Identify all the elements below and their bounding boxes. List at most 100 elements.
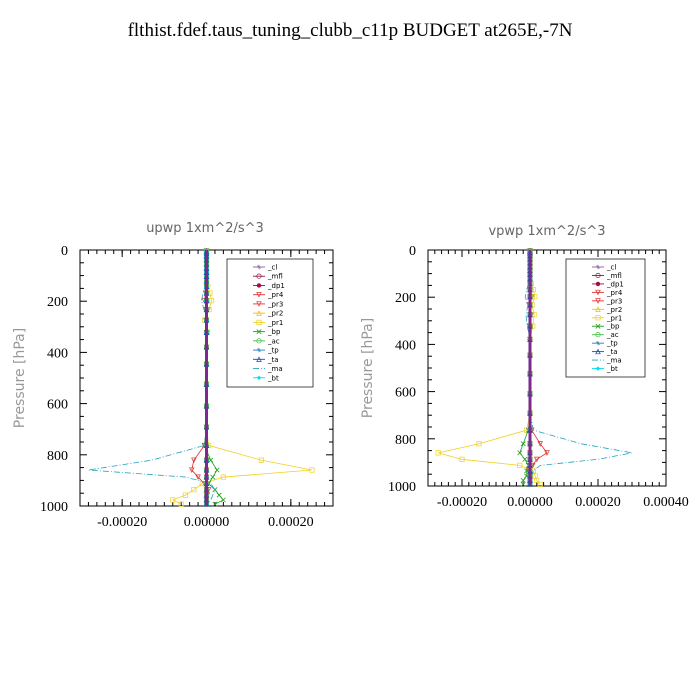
legend-item-ac: _ac bbox=[592, 331, 619, 339]
series-pr1 bbox=[435, 248, 543, 487]
data-point bbox=[534, 477, 540, 483]
legend-label: _bt bbox=[606, 365, 618, 373]
x-tick-label: 0.00000 bbox=[507, 495, 553, 510]
legend-marker bbox=[595, 366, 601, 371]
legend-label: _cl bbox=[606, 264, 616, 272]
data-point bbox=[209, 298, 215, 304]
legend-item-ma: _ma bbox=[253, 365, 283, 373]
legend-item-pr4: _pr4 bbox=[592, 289, 623, 297]
legend-item-pr1: _pr1 bbox=[253, 319, 283, 327]
data-point bbox=[220, 474, 226, 480]
legend-item-pr3: _pr3 bbox=[592, 297, 622, 305]
data-point bbox=[182, 492, 188, 498]
legend-item-pr1: _pr1 bbox=[592, 314, 622, 322]
legend-label: _ta bbox=[606, 348, 618, 356]
data-point bbox=[195, 474, 201, 481]
y-tick-label: 0 bbox=[61, 244, 68, 259]
x-tick-label: 0.00040 bbox=[643, 495, 689, 510]
legend-label: _pr1 bbox=[267, 319, 283, 327]
x-tick-label: 0.00000 bbox=[184, 515, 230, 530]
series-line bbox=[88, 250, 216, 505]
chart-upwp: upwp 1xm^2/s^3 Pressure [hPa] 0 200 400 600 80… bbox=[12, 221, 334, 530]
x-tick-label: -0.00020 bbox=[97, 515, 147, 530]
legend-item-ta: _ta bbox=[253, 356, 279, 364]
legend-label: _ta bbox=[267, 356, 279, 364]
data-point bbox=[309, 467, 315, 473]
data-point bbox=[520, 481, 526, 487]
y-tick-label: 600 bbox=[47, 398, 68, 413]
legend-item-tp: _tp bbox=[592, 340, 618, 348]
data-point bbox=[476, 441, 482, 447]
legend-label: _ac bbox=[267, 337, 280, 345]
data-point bbox=[537, 441, 543, 447]
legend-label: _dp1 bbox=[267, 282, 285, 290]
legend-marker bbox=[256, 338, 262, 344]
legend-box bbox=[226, 258, 314, 388]
legend-item-mfl: _mfl bbox=[592, 272, 622, 280]
legend-marker bbox=[256, 264, 262, 270]
legend-item-dp1: _dp1 bbox=[253, 282, 285, 290]
page-title: flthist.fdef.taus_tuning_clubb_c11p BUDG… bbox=[127, 20, 573, 41]
data-point bbox=[522, 456, 528, 462]
legend-marker bbox=[595, 264, 601, 270]
legend-item-pr2: _pr2 bbox=[592, 306, 622, 314]
legend-item-pr2: _pr2 bbox=[253, 310, 283, 318]
data-point bbox=[216, 492, 222, 498]
legend-label: _tp bbox=[606, 340, 618, 348]
legend-marker bbox=[595, 272, 601, 279]
legend-item-cl: _cl bbox=[592, 264, 616, 272]
chart-title: upwp 1xm^2/s^3 bbox=[146, 221, 264, 236]
legend-label: _pr4 bbox=[267, 291, 284, 299]
legend-label: _mfl bbox=[606, 272, 622, 280]
legend-box bbox=[565, 258, 646, 378]
y-axis-label: Pressure [hPa] bbox=[360, 318, 376, 418]
legend-label: _pr2 bbox=[606, 306, 622, 314]
legend-label: _tp bbox=[267, 347, 279, 355]
legend-marker bbox=[595, 348, 601, 355]
y-tick-label: 800 bbox=[47, 449, 68, 464]
legend-label: _mfl bbox=[267, 273, 283, 281]
data-point bbox=[220, 497, 226, 503]
legend-marker bbox=[256, 375, 262, 380]
legend-item-dp1: _dp1 bbox=[592, 280, 624, 288]
legend-label: _bp bbox=[606, 323, 620, 331]
data-point bbox=[534, 456, 540, 463]
legend-label: _cl bbox=[267, 264, 277, 272]
x-tick-label: 0.00020 bbox=[268, 515, 314, 530]
legend-item-cl: _cl bbox=[253, 264, 277, 272]
legend-label: _pr1 bbox=[606, 314, 622, 322]
data-point bbox=[544, 450, 550, 456]
legend-item-ma: _ma bbox=[592, 357, 622, 365]
y-tick-label: 1000 bbox=[388, 480, 416, 495]
legend-item-tp: _tp bbox=[253, 347, 279, 355]
y-tick-label: 400 bbox=[47, 346, 68, 361]
chart-vpwp: vpwp 1xm^2/s^3 Pressure [hPa] 0 200 400 600 80… bbox=[360, 224, 689, 510]
series-ma bbox=[88, 250, 216, 505]
legend-marker bbox=[256, 283, 262, 288]
data-point bbox=[517, 450, 523, 456]
legend-label: _pr3 bbox=[267, 300, 283, 308]
legend-item-bp: _bp bbox=[592, 323, 620, 331]
data-point bbox=[188, 467, 195, 474]
legend-marker bbox=[595, 340, 601, 346]
legend-label: _ma bbox=[606, 357, 622, 365]
legend-item-pr3: _pr3 bbox=[253, 300, 283, 308]
y-tick-label: 600 bbox=[395, 386, 416, 401]
legend-marker bbox=[256, 273, 262, 279]
legend-label: _pr3 bbox=[606, 297, 622, 305]
x-tick-label: 0.00020 bbox=[575, 495, 621, 510]
chart-title: vpwp 1xm^2/s^3 bbox=[488, 224, 605, 239]
legend-marker bbox=[595, 298, 601, 304]
legend-marker bbox=[595, 289, 601, 296]
y-tick-label: 400 bbox=[395, 338, 416, 353]
legend-item-bp: _bp bbox=[253, 328, 281, 336]
legend-marker bbox=[256, 292, 262, 298]
legend-item-ac: _ac bbox=[253, 337, 280, 345]
data-point bbox=[517, 462, 523, 468]
legend-item-mfl: _mfl bbox=[253, 273, 283, 281]
legend-marker bbox=[256, 347, 262, 353]
data-point bbox=[191, 457, 197, 464]
y-axis-label: Pressure [hPa] bbox=[12, 328, 28, 428]
legend-marker bbox=[595, 281, 601, 287]
